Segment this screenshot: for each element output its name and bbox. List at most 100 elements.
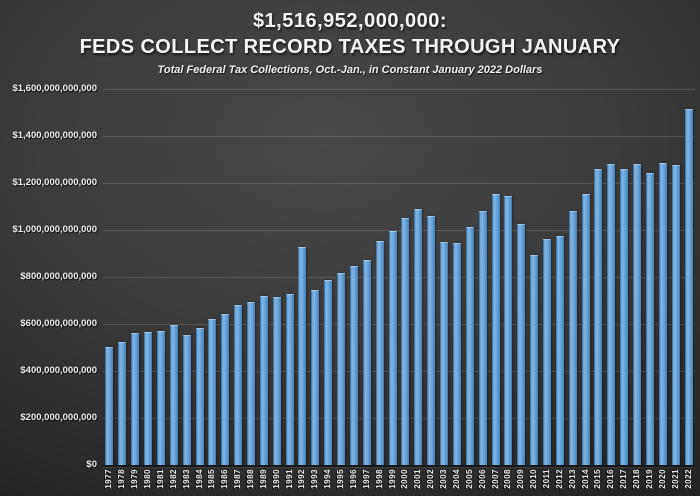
x-axis-label: 2020 bbox=[657, 469, 667, 489]
x-axis-label: 2002 bbox=[426, 469, 436, 489]
gridline bbox=[103, 277, 695, 278]
x-axis-label: 2022 bbox=[683, 469, 693, 489]
x-axis-label: 2013 bbox=[567, 469, 577, 489]
x-axis-label: 1997 bbox=[361, 469, 371, 489]
x-axis-label: 2014 bbox=[580, 469, 590, 489]
bar-2010 bbox=[530, 255, 539, 465]
bar-1986 bbox=[221, 313, 230, 465]
bar-2021 bbox=[671, 164, 680, 465]
bar-1991 bbox=[285, 293, 294, 465]
x-axis-label: 1996 bbox=[348, 469, 358, 489]
bar-2015 bbox=[594, 168, 603, 465]
x-axis-label: 1984 bbox=[194, 469, 204, 489]
bar-1977 bbox=[105, 347, 114, 465]
y-axis-label: $400,000,000,000 bbox=[20, 365, 97, 376]
x-axis-label: 2007 bbox=[490, 469, 500, 489]
bar-1980 bbox=[144, 332, 153, 465]
bar-2005 bbox=[465, 227, 474, 465]
bar-1996 bbox=[349, 265, 358, 465]
x-axis-label: 1993 bbox=[310, 469, 320, 489]
chart-subtitle: Total Federal Tax Collections, Oct.-Jan.… bbox=[157, 64, 543, 76]
bar-1998 bbox=[375, 240, 384, 465]
x-axis-label: 1986 bbox=[220, 469, 230, 489]
x-axis-line bbox=[103, 465, 695, 467]
y-axis-label: $200,000,000,000 bbox=[20, 412, 97, 423]
y-axis-label: $1,200,000,000,000 bbox=[12, 177, 97, 188]
x-axis-label: 2003 bbox=[439, 469, 449, 489]
bar-1978 bbox=[118, 342, 127, 465]
gridline bbox=[103, 230, 695, 231]
x-axis-label: 1978 bbox=[117, 469, 127, 489]
x-axis-label: 1990 bbox=[271, 469, 281, 489]
bar-1994 bbox=[324, 280, 333, 465]
bar-2017 bbox=[620, 169, 629, 465]
x-axis-label: 2012 bbox=[554, 469, 564, 489]
x-axis-label: 2010 bbox=[529, 469, 539, 489]
bar-2012 bbox=[555, 235, 564, 465]
bar-2007 bbox=[491, 193, 500, 465]
x-axis-label: 1979 bbox=[130, 469, 140, 489]
x-axis-label: 2017 bbox=[619, 469, 629, 489]
bar-2009 bbox=[517, 223, 526, 465]
plot-area bbox=[103, 89, 695, 467]
x-axis-label: 2009 bbox=[516, 469, 526, 489]
bar-1987 bbox=[234, 304, 243, 465]
bar-1988 bbox=[247, 302, 255, 465]
y-axis-label: $1,400,000,000,000 bbox=[12, 130, 97, 141]
bar-2014 bbox=[581, 193, 590, 465]
x-axis-label: 1985 bbox=[207, 469, 217, 489]
x-axis-label: 2005 bbox=[464, 469, 474, 489]
x-axis-label: 2021 bbox=[670, 469, 680, 489]
x-axis-label: 2000 bbox=[400, 469, 410, 489]
y-axis-label: $600,000,000,000 bbox=[20, 318, 97, 329]
gridline bbox=[103, 89, 695, 90]
bar-2004 bbox=[452, 243, 461, 465]
bar-2000 bbox=[401, 218, 410, 465]
gridline bbox=[103, 324, 695, 325]
x-axis-label: 2018 bbox=[632, 469, 642, 489]
bar-1999 bbox=[388, 231, 397, 465]
bar-2011 bbox=[543, 239, 551, 465]
bar-1997 bbox=[362, 259, 371, 465]
bar-2018 bbox=[633, 163, 642, 465]
y-axis-label: $0 bbox=[86, 459, 97, 470]
x-axis-label: 2008 bbox=[503, 469, 513, 489]
bar-1983 bbox=[182, 334, 191, 465]
headline-amount: $1,516,952,000,000: bbox=[252, 10, 448, 32]
x-axis-label: 2004 bbox=[451, 469, 461, 489]
x-axis-label: 1995 bbox=[336, 469, 346, 489]
x-axis-label: 1977 bbox=[104, 469, 114, 489]
bar-2008 bbox=[504, 195, 513, 465]
x-axis-label: 1982 bbox=[168, 469, 178, 489]
bar-1995 bbox=[337, 272, 346, 465]
x-axis-label: 1981 bbox=[155, 469, 165, 489]
x-axis-label: 2011 bbox=[542, 469, 551, 489]
bar-2002 bbox=[427, 215, 436, 465]
x-axis-label: 2001 bbox=[413, 469, 423, 489]
bar-1990 bbox=[272, 296, 281, 465]
x-axis-label: 1987 bbox=[233, 469, 243, 489]
x-axis-label: 1999 bbox=[387, 469, 397, 489]
gridline bbox=[103, 136, 695, 137]
y-axis-label: $1,600,000,000,000 bbox=[12, 83, 97, 94]
bar-1993 bbox=[311, 290, 320, 465]
x-axis-label: 1983 bbox=[181, 469, 191, 489]
chart-header: $1,516,952,000,000: FEDS COLLECT RECORD … bbox=[0, 9, 700, 77]
bar-1979 bbox=[131, 332, 140, 465]
x-axis-label: 2006 bbox=[477, 469, 487, 489]
bar-1989 bbox=[259, 295, 268, 465]
bar-2022 bbox=[684, 108, 693, 465]
x-axis-label: 1998 bbox=[374, 469, 384, 489]
gridline bbox=[103, 418, 695, 419]
bar-2013 bbox=[568, 210, 577, 465]
x-axis-label: 1994 bbox=[323, 469, 333, 489]
bar-2019 bbox=[645, 173, 654, 465]
x-axis-label: 1991 bbox=[284, 469, 294, 489]
x-axis-label: 2015 bbox=[593, 469, 603, 489]
x-axis: 1977 1978 1979 1980 1981 1982 1983 1984 1985 1986… bbox=[103, 468, 695, 496]
bar-1984 bbox=[195, 328, 204, 465]
x-axis-label: 1988 bbox=[246, 469, 255, 489]
bar-2006 bbox=[478, 211, 487, 465]
x-axis-label: 1989 bbox=[258, 469, 268, 489]
